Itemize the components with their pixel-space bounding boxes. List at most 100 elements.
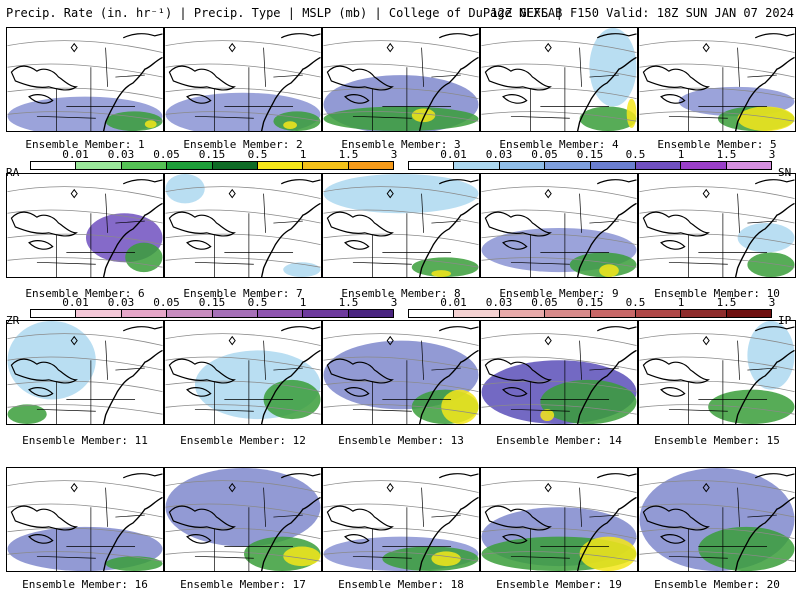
color-scale [408, 309, 772, 318]
precip-type-label: ZR [6, 314, 20, 327]
member-caption: Ensemble Member: 1 [25, 138, 145, 151]
precip-area [7, 321, 96, 400]
precip-area [540, 379, 637, 424]
precip-area [7, 404, 47, 424]
legend-zr: ZR 0.01 0.03 0.05 0.15 0.5 1 1.5 3 [0, 296, 800, 330]
scale-tick-label: 0.01 [62, 148, 89, 161]
scale-tick-label: 3 [390, 148, 398, 161]
precip-type-label: RA [6, 166, 20, 179]
color-swatch [681, 310, 727, 317]
scale-tick-label: 1 [299, 296, 307, 309]
precip-area [125, 242, 163, 273]
precip-area [737, 106, 795, 131]
ensemble-map-7 [164, 173, 322, 278]
legend-ra: RA 0.01 0.03 0.05 0.15 0.5 1 1.5 3 [0, 148, 800, 182]
color-swatch [635, 162, 682, 169]
ensemble-map-1 [6, 27, 164, 132]
ensemble-map-16 [6, 467, 164, 572]
scale-tick-label: 0.15 [576, 296, 604, 309]
scale-tick-label: 1 [299, 148, 307, 161]
base-map [323, 33, 479, 131]
precip-area [626, 98, 637, 129]
scale-tick-label: 1 [677, 296, 685, 309]
color-swatch [167, 162, 213, 169]
color-swatch [121, 162, 168, 169]
member-caption: Ensemble Member: 13 [338, 434, 464, 447]
color-swatch [121, 310, 168, 317]
base-map [481, 33, 637, 131]
scale-tick-label: 0.5 [625, 148, 646, 161]
member-caption: Ensemble Member: 15 [654, 434, 780, 447]
member-caption: Ensemble Member: 17 [180, 578, 306, 591]
ensemble-map-19 [480, 467, 638, 572]
precip-area [747, 321, 795, 390]
scale-tick-label: 0.01 [440, 296, 467, 309]
color-swatch [590, 310, 636, 317]
valid-time: 12Z GEFS | F150 Valid: 18Z SUN JAN 07 20… [490, 6, 794, 20]
precip-area [411, 108, 436, 123]
base-map [7, 33, 163, 131]
legend-ip: IP 0.01 0.03 0.05 0.15 0.5 1 1.5 3 [0, 296, 800, 330]
member-caption: Ensemble Member: 3 [341, 138, 461, 151]
member-caption: Ensemble Member: 12 [180, 434, 306, 447]
base-map [7, 473, 163, 571]
precip-area [431, 270, 452, 277]
precip-area [579, 106, 637, 131]
base-map [323, 473, 479, 571]
base-map [323, 326, 479, 424]
scale-tick-label: 0.03 [485, 296, 513, 309]
color-swatch [31, 310, 77, 317]
scale-tick-label: 1.5 [716, 148, 737, 161]
color-swatch [409, 162, 455, 169]
base-map [165, 326, 321, 424]
scale-tick-label: 0.03 [485, 148, 513, 161]
color-swatch [167, 310, 213, 317]
scale-tick-label: 0.05 [153, 148, 180, 161]
color-swatch [348, 162, 393, 169]
ensemble-map-12 [164, 320, 322, 425]
product-title: Precip. Rate (in. hr⁻¹) | Precip. Type |… [6, 6, 563, 20]
base-map [165, 33, 321, 131]
base-map [165, 473, 321, 571]
member-caption: Ensemble Member: 20 [654, 578, 780, 591]
precip-area [411, 257, 479, 277]
precip-area [747, 252, 795, 277]
color-swatch [212, 310, 258, 317]
scale-tick-label: 0.05 [153, 296, 180, 309]
base-map [323, 179, 479, 277]
ensemble-map-10 [638, 173, 796, 278]
color-swatch [257, 162, 304, 169]
precip-area [273, 111, 321, 131]
color-swatch [454, 310, 500, 317]
precip-type-label: IP [778, 314, 792, 327]
ensemble-map-6 [6, 173, 164, 278]
color-swatch [499, 310, 546, 317]
color-swatch [303, 162, 349, 169]
ensemble-map-4 [480, 27, 638, 132]
precip-area [441, 389, 479, 424]
scale-tick-label: 0.05 [531, 296, 558, 309]
color-swatch [681, 162, 727, 169]
base-map [639, 179, 795, 277]
base-map [481, 473, 637, 571]
member-caption: Ensemble Member: 9 [499, 287, 619, 300]
color-swatch [212, 162, 258, 169]
color-swatch [348, 310, 393, 317]
ensemble-map-14 [480, 320, 638, 425]
member-caption: Ensemble Member: 8 [341, 287, 461, 300]
ensemble-map-9 [480, 173, 638, 278]
color-scale [30, 309, 394, 318]
ensemble-map-18 [322, 467, 480, 572]
scale-tick-label: 0.15 [198, 148, 226, 161]
color-swatch [726, 310, 771, 317]
base-map [639, 33, 795, 131]
member-caption: Ensemble Member: 7 [183, 287, 303, 300]
scale-tick-label: 1.5 [338, 148, 359, 161]
precip-area [708, 389, 795, 424]
color-swatch [635, 310, 682, 317]
precip-area [737, 223, 795, 253]
precip-area [105, 556, 163, 571]
color-swatch [545, 310, 591, 317]
scale-tick-label: 0.03 [107, 148, 135, 161]
precip-area [283, 121, 297, 130]
